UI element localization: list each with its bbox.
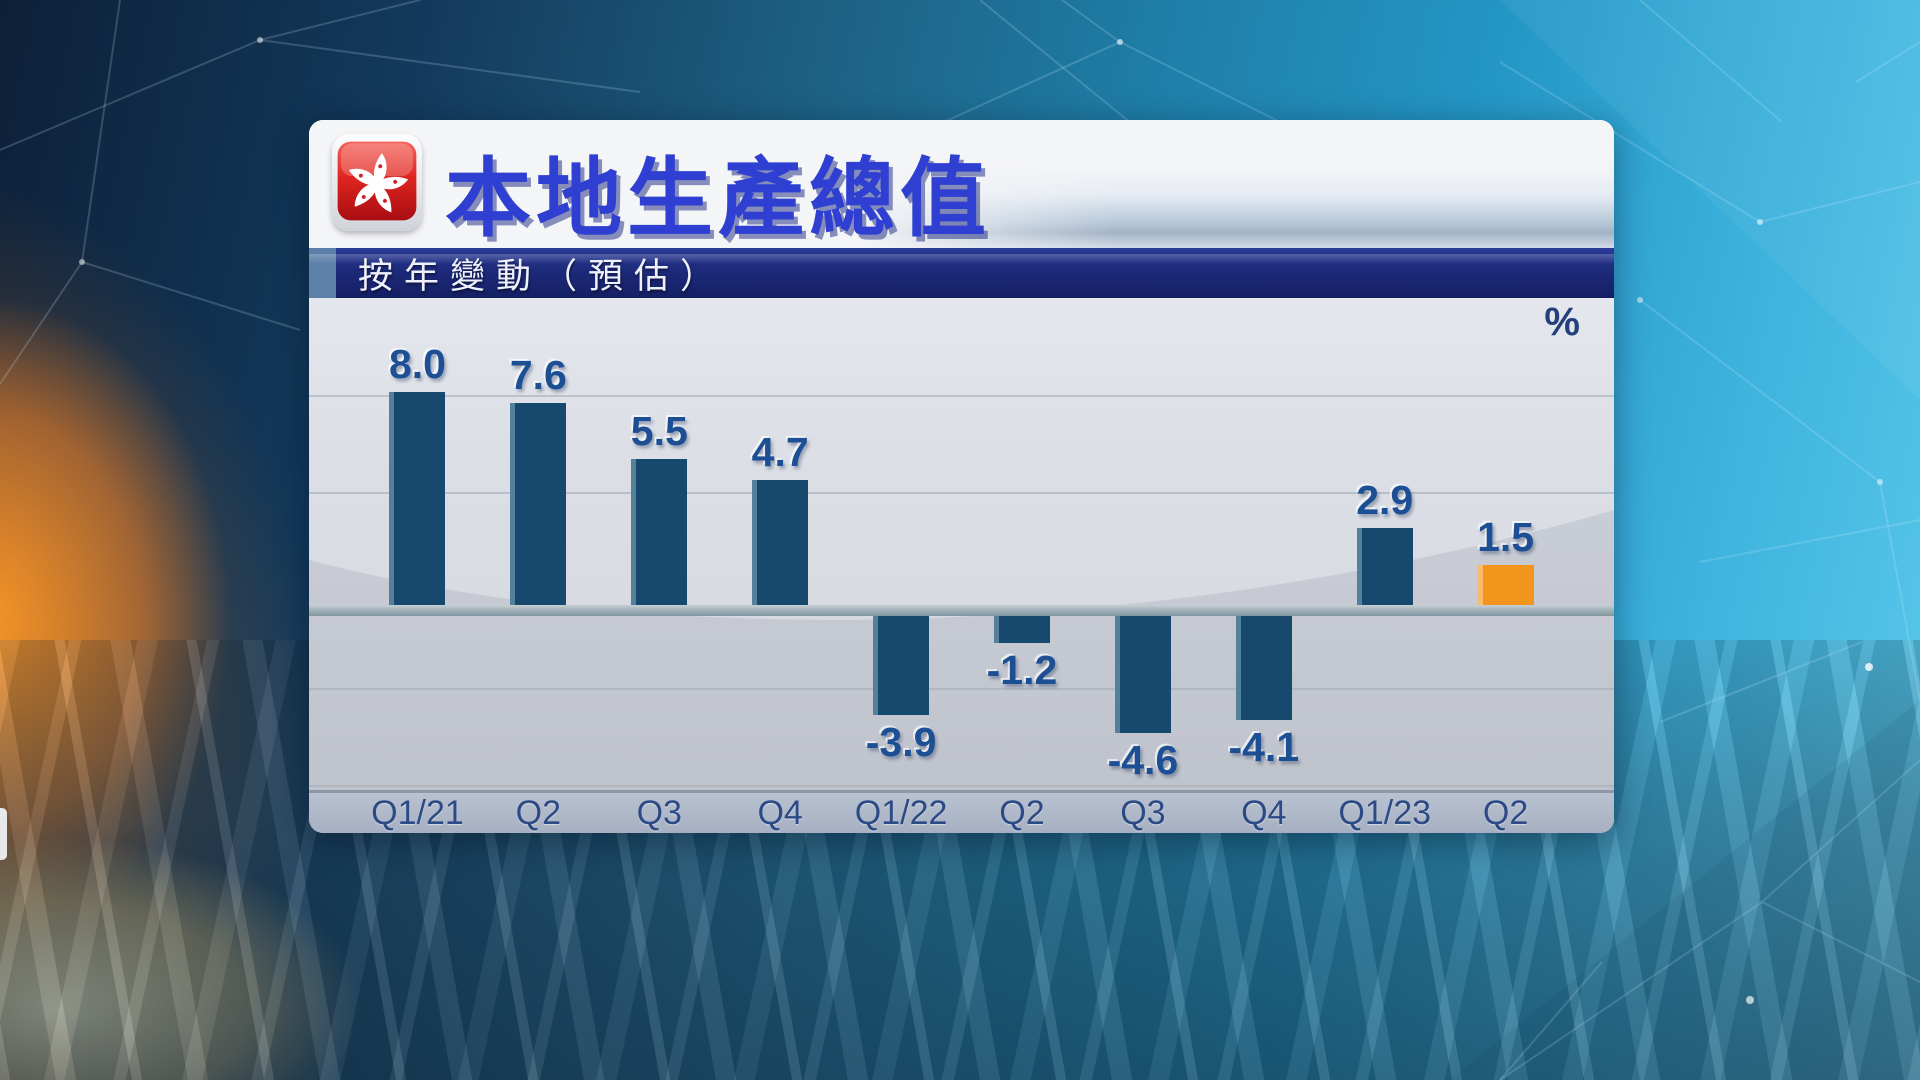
bar-slot: -4.1 xyxy=(1203,298,1324,790)
bar-series: 8.0 7.6 5.5 4.7 -3.9 -1.2 -4.6 -4.1 2.9 1.5 xyxy=(357,298,1566,790)
x-axis-label: Q2 xyxy=(515,793,562,832)
bar xyxy=(873,605,930,715)
bar-slot: 7.6 xyxy=(478,298,599,790)
bar-value-label: -1.2 xyxy=(986,646,1058,693)
bar-slot: 1.5 xyxy=(1445,298,1566,790)
subtitle-accent-square xyxy=(309,248,336,298)
hong-kong-flag-icon xyxy=(332,134,422,231)
x-axis-label: Q3 xyxy=(1120,793,1166,832)
bar-highlighted xyxy=(1477,565,1534,605)
bar xyxy=(1235,605,1292,721)
bar-chart-plot-area: % 8.0 7.6 5.5 4.7 -3.9 -1.2 -4.6 -4.1 2.9 1.5 xyxy=(309,298,1614,790)
bar-value-label: 2.9 xyxy=(1356,476,1414,523)
x-axis-label: Q3 xyxy=(636,793,682,832)
x-axis-labels: Q1/21 Q2 Q3 Q4 Q1/22 Q2 Q3 Q4 Q1/23 Q2 xyxy=(357,793,1566,833)
unit-label: % xyxy=(1544,300,1580,344)
x-axis-label: Q1/22 xyxy=(854,793,948,832)
bar xyxy=(1356,527,1413,605)
bar-slot: 5.5 xyxy=(599,298,720,790)
gridline xyxy=(309,492,1614,494)
bar xyxy=(631,458,688,605)
x-axis-label: Q1/21 xyxy=(371,793,464,832)
bar-value-label: 5.5 xyxy=(630,407,688,454)
bar-value-label: 8.0 xyxy=(388,341,446,388)
bar-value-label: -4.1 xyxy=(1228,724,1300,771)
panel-header: 本地生產總值 xyxy=(309,120,1614,248)
bar xyxy=(389,392,446,605)
subtitle-bar: 按年變動（預估） xyxy=(309,248,1614,298)
x-axis-label: Q2 xyxy=(999,793,1045,832)
x-axis-label: Q2 xyxy=(1482,793,1529,832)
header-sky-decoration xyxy=(857,120,1614,248)
bar-slot: -3.9 xyxy=(841,298,962,790)
bar xyxy=(1114,605,1171,734)
bar xyxy=(752,479,809,605)
bar-value-label: -3.9 xyxy=(865,718,937,765)
zero-axis-line xyxy=(309,605,1614,616)
bar-value-label: -4.6 xyxy=(1107,737,1179,784)
bar-value-label: 7.6 xyxy=(509,351,567,398)
subtitle-label: 按年變動（預估） xyxy=(358,256,727,296)
page-title: 本地生產總值 xyxy=(445,151,991,247)
x-axis-label: Q4 xyxy=(1241,793,1287,832)
x-axis-label: Q4 xyxy=(757,793,803,832)
bar-slot: 2.9 xyxy=(1324,298,1445,790)
gridline xyxy=(309,785,1614,787)
gridline xyxy=(309,688,1614,690)
bar-value-label: 1.5 xyxy=(1477,514,1535,561)
gridline xyxy=(309,395,1614,397)
x-axis: Q1/21 Q2 Q3 Q4 Q1/22 Q2 Q3 Q4 Q1/23 Q2 xyxy=(309,790,1614,833)
bar-value-label: 4.7 xyxy=(751,428,809,475)
bar-slot: 4.7 xyxy=(720,298,841,790)
gdp-chart-panel: 本地生產總值 按年變動（預估） % 8.0 7.6 5.5 4.7 -3.9 -1.2 -4… xyxy=(309,120,1614,833)
x-axis-label: Q1/23 xyxy=(1338,793,1432,832)
bar xyxy=(510,402,567,605)
bar-slot: -4.6 xyxy=(1082,298,1203,790)
bar-slot: 8.0 xyxy=(357,298,478,790)
bar-slot: -1.2 xyxy=(962,298,1083,790)
lens-flare-glint xyxy=(0,808,7,860)
